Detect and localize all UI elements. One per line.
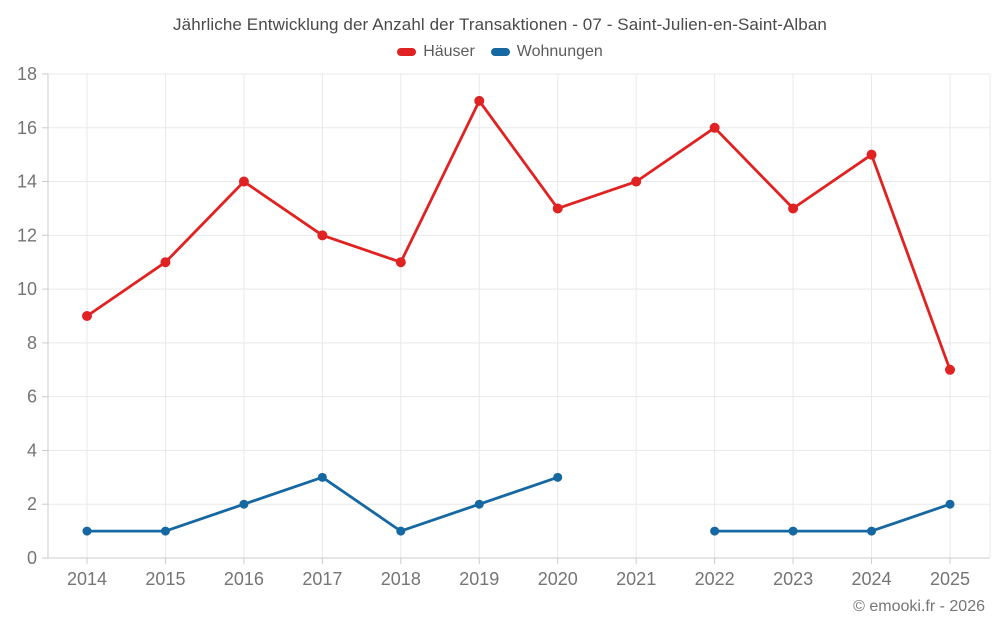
y-tick-label: 16 bbox=[17, 118, 37, 138]
data-point-häuser bbox=[238, 176, 249, 187]
data-point-häuser bbox=[317, 230, 328, 241]
data-point-häuser bbox=[866, 149, 877, 160]
haeuser-swatch-icon bbox=[397, 48, 417, 56]
x-tick-label: 2024 bbox=[852, 569, 892, 589]
data-point-häuser bbox=[474, 95, 485, 106]
data-point-wohnungen bbox=[710, 526, 720, 536]
data-point-häuser bbox=[709, 122, 720, 133]
data-point-wohnungen bbox=[788, 526, 798, 536]
y-tick-label: 12 bbox=[17, 225, 37, 245]
legend-item-haeuser[interactable]: Häuser bbox=[397, 43, 475, 61]
data-point-häuser bbox=[631, 176, 642, 187]
data-point-wohnungen bbox=[82, 526, 92, 536]
y-tick-label: 14 bbox=[17, 172, 37, 192]
y-tick-label: 2 bbox=[27, 494, 37, 514]
copyright-footer: © emooki.fr - 2026 bbox=[853, 598, 985, 615]
chart-legend: Häuser Wohnungen bbox=[0, 43, 1000, 61]
x-tick-label: 2020 bbox=[538, 569, 578, 589]
data-point-wohnungen bbox=[396, 526, 406, 536]
data-point-häuser bbox=[945, 364, 955, 375]
data-point-wohnungen bbox=[867, 526, 877, 536]
wohnungen-swatch-icon bbox=[490, 48, 510, 56]
y-tick-label: 4 bbox=[27, 440, 37, 460]
data-point-häuser bbox=[788, 203, 799, 214]
y-tick-label: 18 bbox=[17, 64, 37, 84]
data-point-wohnungen bbox=[945, 499, 955, 509]
legend-label-haeuser: Häuser bbox=[423, 43, 475, 60]
y-tick-label: 8 bbox=[27, 333, 37, 353]
x-tick-label: 2019 bbox=[459, 569, 499, 589]
x-tick-label: 2015 bbox=[145, 569, 185, 589]
data-point-häuser bbox=[395, 257, 406, 268]
y-tick-label: 6 bbox=[27, 387, 37, 407]
y-tick-label: 10 bbox=[17, 279, 37, 299]
x-tick-label: 2023 bbox=[773, 569, 813, 589]
x-tick-label: 2018 bbox=[381, 569, 421, 589]
legend-label-wohnungen: Wohnungen bbox=[516, 43, 603, 60]
series-line-häuser bbox=[85, 99, 952, 372]
data-point-häuser bbox=[82, 311, 92, 321]
x-tick-label: 2022 bbox=[695, 569, 735, 589]
data-point-wohnungen bbox=[160, 526, 170, 536]
x-tick-label: 2016 bbox=[224, 569, 264, 589]
data-point-wohnungen bbox=[474, 499, 484, 509]
data-point-häuser bbox=[552, 203, 563, 214]
x-tick-label: 2017 bbox=[302, 569, 342, 589]
data-point-wohnungen bbox=[553, 472, 563, 482]
chart-title: Jährliche Entwicklung der Anzahl der Tra… bbox=[173, 15, 827, 34]
x-tick-label: 2014 bbox=[67, 569, 107, 589]
y-tick-label: 0 bbox=[27, 548, 37, 568]
data-point-wohnungen bbox=[239, 499, 249, 509]
data-point-häuser bbox=[160, 257, 171, 268]
data-point-wohnungen bbox=[317, 472, 327, 482]
x-tick-label: 2021 bbox=[616, 569, 656, 589]
legend-item-wohnungen[interactable]: Wohnungen bbox=[490, 43, 603, 61]
x-tick-label: 2025 bbox=[930, 569, 970, 589]
